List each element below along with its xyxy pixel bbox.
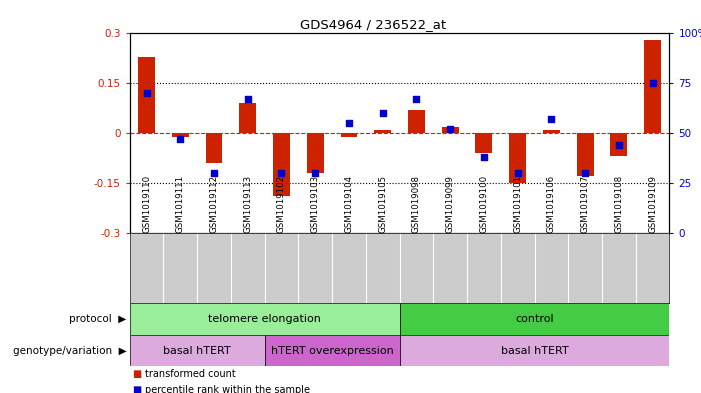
Point — [208, 170, 219, 176]
Point — [377, 110, 388, 116]
Bar — [205, 133, 222, 163]
Point — [580, 170, 591, 176]
Text: genotype/variation  ▶: genotype/variation ▶ — [13, 345, 126, 356]
Bar — [577, 133, 594, 176]
Bar — [172, 133, 189, 136]
Point — [175, 136, 186, 142]
Text: transformed count: transformed count — [145, 369, 236, 379]
Bar — [611, 133, 627, 156]
Text: hTERT overexpression: hTERT overexpression — [271, 345, 393, 356]
Point — [478, 154, 489, 160]
Point — [512, 170, 523, 176]
Text: telomere elongation: telomere elongation — [208, 314, 321, 324]
Text: control: control — [515, 314, 554, 324]
Bar — [442, 127, 458, 133]
Bar — [543, 130, 560, 133]
Bar — [341, 133, 358, 136]
Bar — [307, 133, 324, 173]
Point — [141, 90, 152, 96]
Text: ■: ■ — [133, 369, 146, 379]
Bar — [475, 133, 492, 153]
Bar — [509, 133, 526, 183]
Bar — [400, 335, 669, 366]
Point — [276, 170, 287, 176]
Text: basal hTERT: basal hTERT — [501, 345, 569, 356]
Point — [647, 80, 658, 86]
Point — [411, 96, 422, 103]
Title: GDS4964 / 236522_at: GDS4964 / 236522_at — [299, 18, 446, 31]
Bar — [130, 303, 400, 335]
Text: percentile rank within the sample: percentile rank within the sample — [145, 386, 310, 393]
Bar — [130, 335, 265, 366]
Text: ■: ■ — [133, 386, 146, 393]
Text: protocol  ▶: protocol ▶ — [69, 314, 126, 324]
Bar — [138, 57, 155, 133]
Point — [310, 170, 321, 176]
Bar — [265, 335, 400, 366]
Point — [613, 142, 625, 148]
Bar — [644, 40, 661, 133]
Point — [343, 120, 355, 127]
Bar — [408, 110, 425, 133]
Point — [444, 126, 456, 132]
Bar — [239, 103, 256, 133]
Bar — [273, 133, 290, 196]
Point — [242, 96, 253, 103]
Point — [546, 116, 557, 122]
Text: basal hTERT: basal hTERT — [163, 345, 231, 356]
Bar — [374, 130, 391, 133]
Bar — [400, 303, 669, 335]
